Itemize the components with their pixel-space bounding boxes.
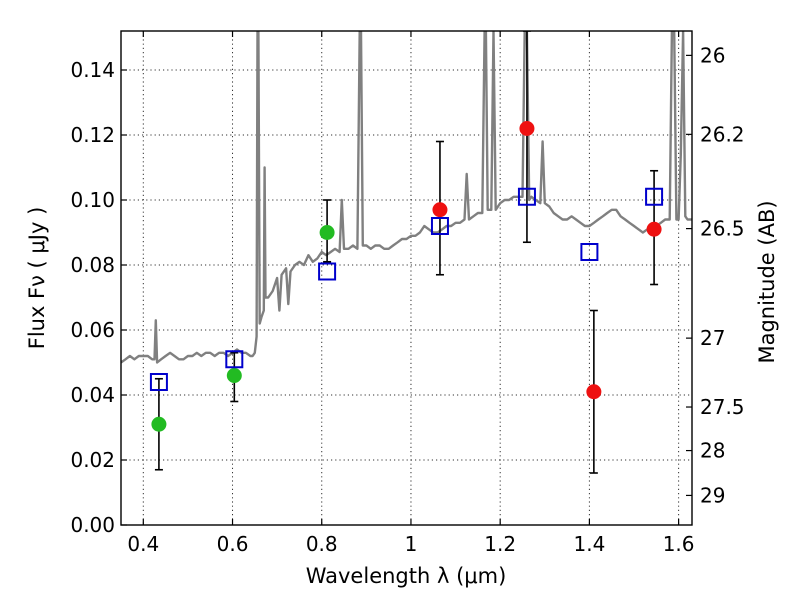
green-data-point bbox=[226, 368, 242, 383]
green-data-point bbox=[319, 225, 335, 240]
x-tick-label: 1.4 bbox=[573, 532, 605, 556]
y-tick-label: 0.14 bbox=[70, 58, 115, 82]
x-axis-label: Wavelength λ (μm) bbox=[306, 564, 507, 588]
y-tick-label: 0.04 bbox=[70, 383, 115, 407]
model-square-point bbox=[580, 243, 599, 261]
y2-tick-label: 27.5 bbox=[700, 395, 745, 419]
x-tick-label: 0.6 bbox=[217, 532, 249, 556]
y2-tick-label: 26.2 bbox=[700, 122, 745, 146]
data-markers bbox=[149, 121, 664, 432]
error-bars bbox=[154, 31, 659, 474]
x-tick-label: 1.6 bbox=[663, 532, 695, 556]
x-tick-label: 1.2 bbox=[484, 532, 516, 556]
model-square-point bbox=[517, 187, 536, 206]
x-tick-label: 0.4 bbox=[127, 532, 159, 556]
y2-tick-label: 28 bbox=[700, 439, 725, 463]
green-data-point bbox=[151, 416, 167, 432]
model-square-point bbox=[645, 187, 664, 206]
y-tick-label: 0.12 bbox=[70, 123, 115, 147]
y2-tick-label: 26 bbox=[700, 43, 725, 67]
model-square-point bbox=[318, 262, 337, 281]
red-data-point bbox=[432, 202, 448, 218]
model-spectrum bbox=[121, 31, 692, 364]
red-data-point bbox=[646, 221, 662, 237]
red-data-point bbox=[519, 121, 535, 136]
y2-axis-label: Magnitude (AB) bbox=[755, 200, 779, 363]
y-tick-label: 0.06 bbox=[70, 318, 115, 342]
grid bbox=[121, 31, 692, 525]
y-axis-label: Flux Fν ( μJy ) bbox=[25, 207, 49, 350]
red-data-point bbox=[586, 384, 602, 400]
x-tick-label: 1 bbox=[405, 532, 418, 556]
y-tick-label: 0.02 bbox=[70, 448, 115, 472]
x-axis-ticks: 0.4 0.6 0.8 1 1.2 1.4 1.6 bbox=[127, 31, 695, 556]
y2-tick-label: 26.5 bbox=[700, 217, 745, 241]
y2-tick-label: 29 bbox=[700, 483, 725, 507]
x-tick-label: 0.8 bbox=[306, 532, 338, 556]
y2-tick-label: 27 bbox=[700, 326, 725, 350]
y-axis-ticks: 0.00 0.02 0.04 0.06 0.08 0.10 0.12 0.14 bbox=[70, 58, 127, 537]
model-square-point bbox=[430, 217, 449, 235]
y-tick-label: 0.08 bbox=[70, 253, 115, 277]
y-tick-label: 0.10 bbox=[70, 188, 115, 212]
y2-axis-ticks: 26 26.2 26.5 27 27.5 28 29 bbox=[686, 43, 745, 507]
model-square-point bbox=[149, 373, 168, 391]
plot-frame bbox=[120, 30, 693, 526]
model-spectrum-line bbox=[121, 31, 692, 364]
y-tick-label: 0.00 bbox=[70, 513, 115, 537]
model-square-point bbox=[225, 350, 244, 369]
